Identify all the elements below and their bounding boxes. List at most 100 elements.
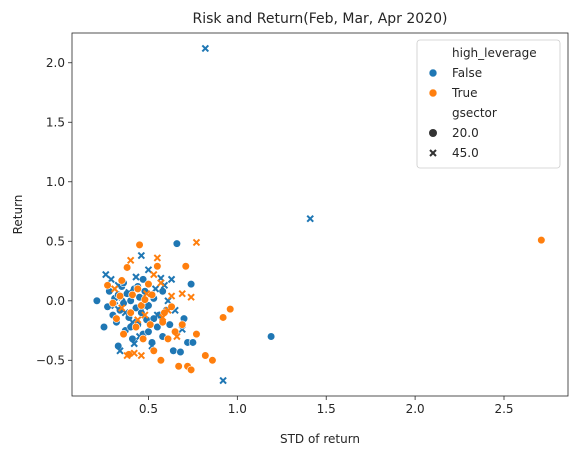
y-tick-label: 1.5 — [46, 115, 65, 129]
chart-title: Risk and Return(Feb, Mar, Apr 2020) — [193, 11, 448, 27]
data-point-circle — [267, 332, 276, 341]
data-point-circle — [181, 262, 190, 271]
data-point-circle — [208, 356, 217, 365]
data-point-circle — [537, 235, 546, 245]
data-point-circle — [119, 330, 128, 339]
x-tick-label: 2.0 — [406, 402, 425, 416]
legend-45-label: 45.0 — [452, 146, 479, 160]
data-point-x — [306, 214, 314, 223]
legend-true-label: True — [451, 86, 478, 100]
data-point-x — [153, 311, 162, 319]
data-point-circle — [165, 320, 174, 329]
data-point-x — [102, 270, 110, 279]
data-point-x — [142, 289, 151, 298]
x-axis-ticks: 0.5 1.0 1.5 2.0 2.5 — [139, 396, 514, 416]
legend-x-marker — [429, 149, 437, 157]
data-point-x — [132, 273, 140, 281]
data-point-circle — [144, 280, 153, 289]
data-point-circle — [112, 314, 121, 323]
data-point-circle — [158, 287, 167, 296]
x-tick-label: 1.5 — [317, 402, 336, 416]
x-tick-label: 0.5 — [139, 402, 158, 416]
y-axis-ticks: −0.5 0.0 0.5 1.0 1.5 2.0 — [36, 56, 72, 367]
data-point-circle — [192, 330, 201, 339]
data-point-circle — [149, 346, 158, 355]
data-point-x — [151, 285, 160, 293]
data-point-circle — [126, 308, 135, 317]
legend-box — [416, 39, 561, 169]
data-point-x — [118, 304, 126, 312]
data-point-x — [134, 316, 142, 324]
data-point-circle — [153, 262, 162, 271]
data-point-circle — [108, 299, 117, 308]
data-point-circle — [123, 263, 132, 272]
y-tick-label: 0.5 — [46, 234, 65, 248]
data-point-circle — [146, 320, 155, 329]
data-point-circle — [156, 356, 165, 365]
data-point-x — [153, 254, 162, 262]
data-point-circle — [99, 322, 109, 332]
data-point-circle — [117, 276, 126, 285]
data-point-x — [164, 306, 172, 315]
legend-false-label: False — [452, 66, 482, 80]
data-point-circle — [187, 280, 196, 289]
data-point-circle — [176, 347, 185, 357]
data-point-x — [141, 311, 149, 319]
data-point-x — [107, 275, 115, 284]
data-point-x — [130, 339, 138, 348]
y-tick-label: 0.0 — [46, 294, 65, 308]
data-point-circle — [144, 327, 153, 336]
data-point-circle — [174, 362, 183, 371]
x-tick-label: 1.0 — [228, 402, 247, 416]
legend-circle-marker — [429, 129, 437, 137]
plot-frame — [71, 32, 569, 397]
data-point-x — [219, 376, 227, 385]
y-tick-label: 2.0 — [46, 56, 65, 70]
legend: high_leverage False True gsector 20.0 45… — [416, 39, 561, 169]
y-axis-label: Return — [11, 195, 25, 235]
data-point-x — [130, 349, 138, 357]
data-point-circle — [178, 320, 187, 329]
legend-hue-title: high_leverage — [452, 46, 537, 60]
data-point-circle — [128, 290, 137, 299]
data-point-x — [137, 351, 146, 360]
data-point-x — [116, 347, 124, 355]
data-point-circle — [163, 334, 173, 343]
data-point-circle — [139, 334, 148, 343]
data-point-circle — [226, 305, 235, 314]
data-point-x — [201, 44, 210, 53]
data-point-circle — [115, 291, 125, 301]
x-axis-label: STD of return — [280, 432, 360, 446]
data-point-x — [173, 332, 181, 341]
data-point-circle — [219, 313, 228, 322]
data-points — [92, 44, 546, 385]
data-point-x — [157, 279, 165, 287]
data-point-circle — [169, 346, 178, 355]
data-point-x — [158, 313, 167, 322]
data-point-x — [110, 285, 119, 293]
y-tick-label: 1.0 — [46, 175, 65, 189]
data-point-circle — [135, 240, 144, 249]
data-point-x — [123, 351, 131, 360]
data-point-circle — [172, 239, 181, 248]
data-point-x — [187, 293, 195, 301]
data-point-circle — [133, 284, 142, 293]
data-point-x — [150, 270, 158, 279]
data-point-circle — [140, 295, 149, 304]
data-point-circle — [188, 338, 197, 347]
x-tick-label: 2.5 — [494, 402, 513, 416]
data-point-circle — [187, 365, 196, 374]
data-point-x — [137, 251, 146, 260]
data-point-x — [178, 289, 186, 298]
y-tick-label: −0.5 — [36, 353, 65, 367]
data-point-circle — [92, 296, 101, 305]
legend-false-marker — [428, 68, 438, 78]
data-point-x — [144, 266, 153, 274]
legend-style-title: gsector — [452, 106, 497, 120]
data-point-x — [126, 256, 135, 265]
data-point-circle — [137, 301, 146, 310]
data-point-x — [192, 238, 201, 247]
legend-true-marker — [428, 88, 438, 98]
data-point-circle — [131, 322, 141, 332]
